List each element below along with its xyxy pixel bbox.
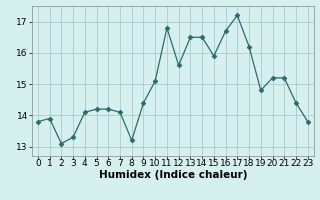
X-axis label: Humidex (Indice chaleur): Humidex (Indice chaleur) <box>99 170 247 180</box>
